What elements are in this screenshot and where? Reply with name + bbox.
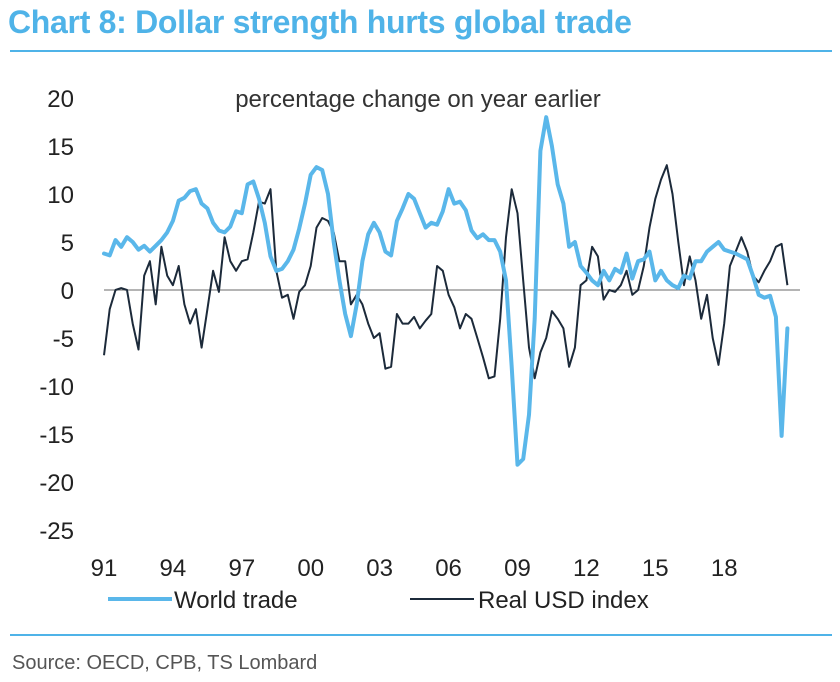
x-tick-label: 15 [642,555,669,582]
chart-subtitle: percentage change on year earlier [235,86,601,113]
x-tick-label: 06 [435,555,462,582]
x-tick-label: 97 [228,555,255,582]
y-tick-label: 10 [47,182,74,209]
x-tick-label: 00 [297,555,324,582]
x-tick-label: 94 [160,555,187,582]
legend-label-real-usd-index: Real USD index [478,587,649,614]
x-tick-label: 03 [366,555,393,582]
x-tick-label: 09 [504,555,531,582]
source-note: Source: OECD, CPB, TS Lombard [12,652,318,674]
y-tick-label: 0 [61,278,74,305]
footer-divider [10,634,832,636]
series-line-world-trade [102,115,790,467]
x-tick-label: 12 [573,555,600,582]
legend-label-world-trade: World trade [174,587,298,614]
y-tick-label: -5 [53,326,74,353]
chart-title: Chart 8: Dollar strength hurts global tr… [8,4,632,40]
y-axis-tick-labels: 20 15 10 5 0 -5 -10 -15 -20 -25 [39,86,74,545]
y-tick-label: -15 [39,422,74,449]
series-line-real-usd-index [103,164,789,380]
y-tick-label: -10 [39,374,74,401]
x-tick-label: 18 [711,555,738,582]
y-tick-label: 20 [47,86,74,113]
y-tick-label: 5 [61,230,74,257]
chart-canvas: 20 15 10 5 0 -5 -10 -15 -20 -25 91 94 97 00 03 06 09 12 1… [39,86,800,614]
y-tick-label: 15 [47,134,74,161]
title-divider [10,50,832,52]
y-tick-label: -20 [39,470,74,497]
x-axis-tick-labels: 91 94 97 00 03 06 09 12 15 18 [91,555,738,582]
x-tick-label: 91 [91,555,118,582]
y-tick-label: -25 [39,518,74,545]
legend: World trade Real USD index [108,587,649,614]
